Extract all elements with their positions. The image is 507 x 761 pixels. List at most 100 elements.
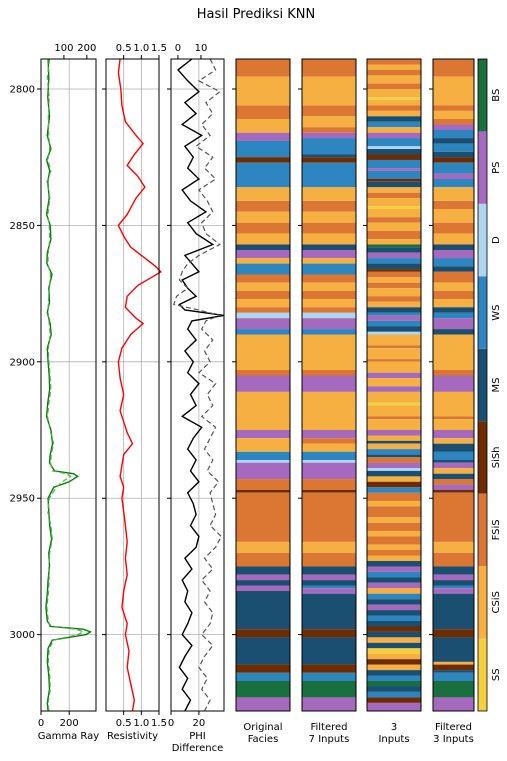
facies-interval-FSiS (302, 222, 356, 234)
facies-interval-CSiS (367, 301, 421, 308)
facies-interval-FSiS (367, 69, 421, 76)
facies-interval-WS (302, 329, 356, 335)
facies-interval-WS (433, 451, 474, 460)
facies-interval-CSiS (367, 222, 421, 231)
facies-interval-WS (236, 451, 290, 460)
facies-interval-MS (433, 566, 474, 575)
facies-interval-SiSh (367, 481, 421, 488)
facies-interval-CSiS (433, 209, 474, 223)
facies-interval-PS (302, 375, 356, 392)
facies-interval-PS (433, 124, 474, 130)
facies-interval-MS (367, 631, 421, 638)
facies-interval-CSiS (367, 75, 421, 84)
facies-interval-SiSh (302, 157, 356, 163)
facies-interval-CSiS (236, 334, 290, 370)
facies-interval-WS (367, 571, 421, 578)
x-axis-label: 3 Inputs (433, 734, 474, 745)
colorbar-segment-WS (478, 276, 487, 349)
facies-interval-CSiS (302, 334, 356, 370)
facies-interval-WS (433, 129, 474, 139)
facies-interval-CSiS (433, 438, 474, 444)
facies-interval-FSiS (433, 222, 474, 234)
facies-interval-SiSh (433, 490, 474, 493)
facies-interval-CSiS (367, 664, 421, 671)
facies-interval-PS (302, 250, 356, 259)
facies-interval-CSiS (433, 282, 474, 291)
facies-interval-FSiS (236, 552, 290, 567)
facies-interval-PS (433, 430, 474, 439)
facies-interval-CSiS (367, 209, 421, 218)
facies-interval-CSiS (367, 198, 421, 207)
facies-interval-CSiS (236, 76, 290, 106)
facies-interval-CSiS (433, 110, 474, 119)
axes-frame (40, 58, 97, 712)
series-phi-0 (176, 58, 225, 712)
facies-interval-SiSh (367, 626, 421, 632)
facies-interval-MS (367, 686, 421, 692)
x-tick-label-bottom: 1.5 (151, 718, 167, 729)
facies-interval-FSiS (236, 290, 290, 300)
x-tick-label-top: 10 (195, 43, 208, 54)
facies-interval-FSiS (433, 370, 474, 376)
facies-interval-CSiS (367, 361, 421, 373)
facies-interval-MS (367, 610, 421, 616)
facies-interval-CSiS (302, 116, 356, 128)
facies-interval-SiSh (302, 490, 356, 493)
facies-interval-SiSh (433, 664, 474, 671)
facies-interval-MS (367, 263, 421, 270)
facies-interval-FSiS (302, 370, 356, 376)
facies-interval-WS (433, 312, 474, 319)
facies-interval-PS (236, 250, 290, 259)
facies-interval-CSiS (367, 653, 421, 660)
facies-interval-CSiS (302, 391, 356, 430)
facies-interval-MS (236, 591, 290, 630)
facies-interval-CSiS (433, 233, 474, 245)
facies-interval-FSiS (433, 416, 474, 420)
facies-interval-CSiS (236, 258, 290, 264)
facies-interval-BS (367, 244, 421, 248)
facies-interval-BS (236, 681, 290, 698)
facies-interval-SS (367, 97, 421, 100)
facies-interval-FSiS (367, 217, 421, 223)
facies-interval-PS (367, 252, 421, 259)
facies-interval-PS (302, 132, 356, 139)
facies-interval-PS (367, 582, 421, 589)
facies-interval-MS (302, 637, 356, 665)
facies-interval-D (236, 460, 290, 463)
facies-colorbar: SS CSiS FSiS SiSh MS WS D PS BS (477, 58, 502, 712)
facies-interval-FSiS (302, 274, 356, 283)
facies-interval-PS (367, 462, 421, 469)
facies-interval-MS (236, 637, 290, 665)
facies-interval-CSiS (302, 258, 356, 264)
facies-interval-MS (302, 154, 356, 158)
facies-interval-FSiS (433, 479, 474, 485)
facies-interval-CSiS (367, 89, 421, 98)
facies-interval-D (367, 331, 421, 335)
facies-interval-CSiS (367, 110, 421, 117)
facies-interval-CSiS (302, 233, 356, 245)
facies-interval-FSiS (236, 222, 290, 234)
facies-interval-FSiS (433, 492, 474, 542)
facies-interval-PS (367, 430, 421, 436)
facies-interval-WS (367, 615, 421, 621)
x-tick-label-bottom: 0.5 (116, 718, 132, 729)
facies-interval-FSiS (367, 457, 421, 463)
facies-interval-FSiS (367, 59, 421, 65)
facies-interval-PS (433, 462, 474, 469)
facies-interval-PS (236, 585, 290, 591)
facies-interval-CSiS (367, 435, 421, 441)
facies-interval-MS (367, 247, 421, 253)
series-phi-1 (173, 58, 222, 712)
facies-interval-CSiS (433, 541, 474, 553)
facies-interval-CSiS (367, 99, 421, 106)
facies-interval-CSiS (302, 541, 356, 553)
facies-interval-PS (236, 375, 290, 392)
facies-interval-PS (433, 484, 474, 491)
facies-interval-SS (367, 206, 421, 209)
facies-interval-PS (433, 697, 474, 711)
facies-interval-SiSh (367, 659, 421, 665)
facies-interval-FSiS (302, 438, 356, 444)
